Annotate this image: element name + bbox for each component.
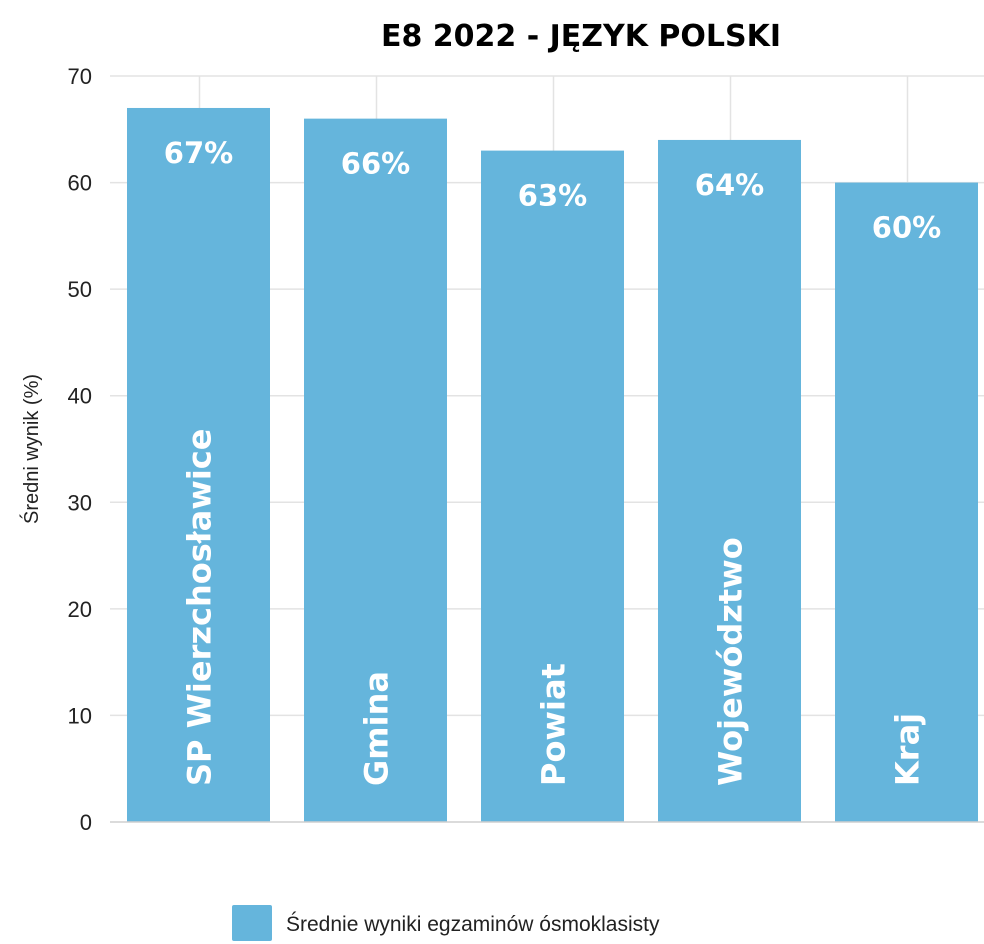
legend-swatch [232, 905, 272, 941]
bar [481, 150, 624, 823]
y-tick-label: 60 [68, 171, 92, 196]
bar-category-label: Powiat [535, 663, 573, 786]
bar-value-label: 60% [872, 211, 941, 245]
y-tick-label: 10 [68, 703, 92, 728]
bar-category-label: Województwo [712, 537, 750, 786]
bar-category-label: Kraj [889, 713, 927, 786]
bar-value-label: 66% [341, 147, 410, 181]
y-tick-label: 30 [68, 490, 92, 515]
y-axis-label: Średni wynik (%) [19, 374, 43, 524]
y-tick-label: 0 [80, 810, 92, 835]
bar-category-label: SP Wierzchosławice [181, 429, 219, 786]
y-tick-label: 40 [68, 384, 92, 409]
bar [658, 139, 801, 822]
bars: 67% SP Wierzchosławice 66% Gmina 63% Powiat 64… [127, 107, 978, 823]
legend-label: Średnie wyniki egzaminów ósmoklasisty [286, 912, 660, 936]
chart-title: E8 2022 - JĘZYK POLSKI [381, 19, 781, 54]
y-axis-ticks: 0 10 20 30 40 50 60 70 [68, 64, 92, 835]
y-tick-label: 50 [68, 277, 92, 302]
bar-value-label: 63% [518, 179, 587, 213]
legend: Średnie wyniki egzaminów ósmoklasisty [232, 905, 660, 941]
bar-value-label: 64% [695, 168, 764, 202]
bar-value-label: 67% [164, 136, 233, 170]
bar-category-label: Gmina [358, 671, 396, 786]
y-tick-label: 20 [68, 597, 92, 622]
bar [127, 107, 270, 822]
bar [304, 118, 447, 823]
bar [835, 182, 978, 823]
y-tick-label: 70 [68, 64, 92, 89]
